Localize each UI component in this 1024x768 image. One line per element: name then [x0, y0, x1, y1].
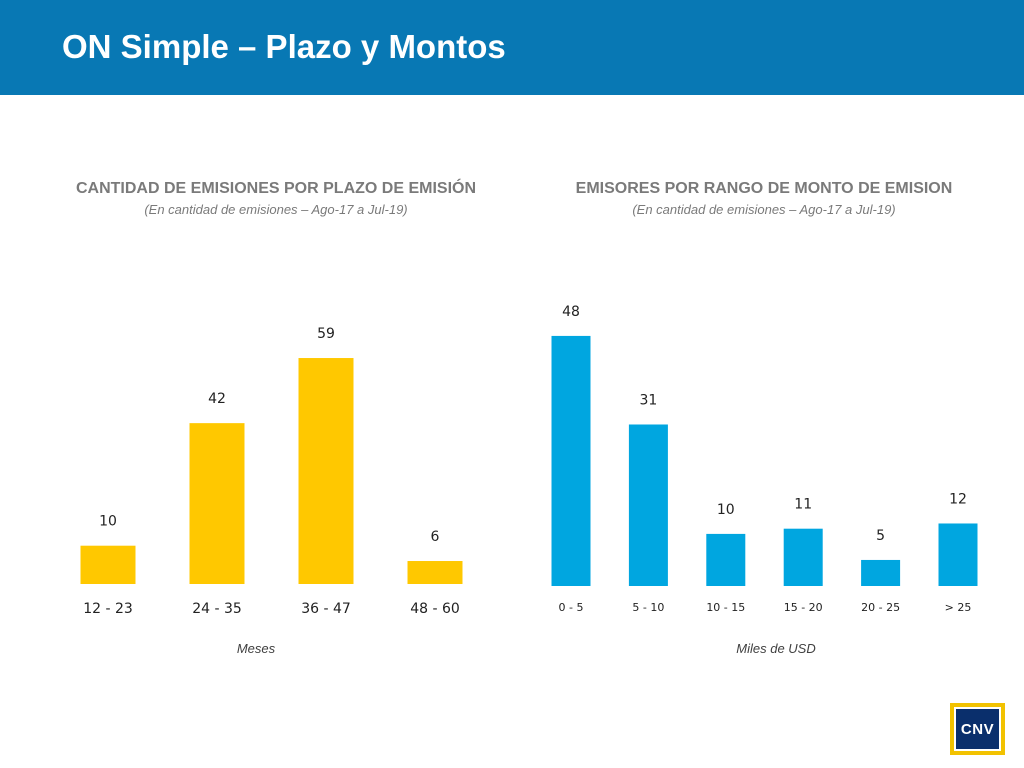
left-chart-subtitle: (En cantidad de emisiones – Ago-17 a Jul…	[144, 202, 408, 217]
left-data-label: 6	[431, 529, 440, 545]
left-tick-label: 24 - 35	[192, 601, 242, 617]
cnv-logo: CNV	[950, 703, 1005, 755]
left-tick-label: 12 - 23	[83, 601, 133, 617]
left-data-label: 42	[208, 391, 226, 407]
left-bar	[80, 545, 136, 584]
left-tick-label: 48 - 60	[410, 601, 460, 617]
right-data-label: 11	[794, 497, 812, 513]
right-bar	[551, 335, 591, 586]
right-chart-title: EMISORES POR RANGO DE MONTO DE EMISION	[575, 180, 953, 197]
right-data-label: 48	[562, 304, 580, 320]
right-bar	[861, 559, 901, 586]
right-chart-subtitle: (En cantidad de emisiones – Ago-17 a Jul…	[632, 202, 896, 217]
left-data-label: 10	[99, 514, 117, 530]
right-bar	[938, 523, 978, 586]
right-tick-label: 20 - 25	[861, 601, 900, 614]
cnv-logo-text: CNV	[954, 707, 1001, 751]
left-bar	[189, 423, 245, 584]
left-chart-title: CANTIDAD DE EMISIONES POR PLAZO DE EMISI…	[75, 180, 477, 197]
right-bar	[783, 528, 823, 586]
right-bar	[628, 424, 668, 586]
right-tick-label: > 25	[945, 601, 972, 614]
right-data-label: 5	[876, 528, 885, 544]
left-bar	[407, 561, 463, 584]
left-x-axis-label: Meses	[236, 641, 276, 656]
header-bar: ON Simple – Plazo y Montos	[0, 0, 1024, 95]
left-bar	[298, 358, 354, 584]
left-bar-chart: 10 12 - 23 42 24 - 35 59 36 - 47 6 48 - 60	[80, 326, 463, 617]
right-tick-label: 10 - 15	[706, 601, 745, 614]
right-x-axis-label: Miles de USD	[736, 641, 816, 656]
right-data-label: 10	[717, 502, 735, 518]
page-title: ON Simple – Plazo y Montos	[62, 28, 506, 65]
right-bar-chart: 48 0 - 5 31 5 - 10 10 10 - 15 11 15 - 20 5 20 - 2…	[551, 304, 978, 614]
right-tick-label: 15 - 20	[784, 601, 823, 614]
left-data-label: 59	[317, 326, 335, 342]
right-tick-label: 5 - 10	[632, 601, 664, 614]
right-bar	[706, 533, 746, 586]
right-data-label: 12	[949, 491, 967, 507]
right-data-label: 31	[639, 392, 657, 408]
right-tick-label: 0 - 5	[559, 601, 584, 614]
left-tick-label: 36 - 47	[301, 601, 351, 617]
